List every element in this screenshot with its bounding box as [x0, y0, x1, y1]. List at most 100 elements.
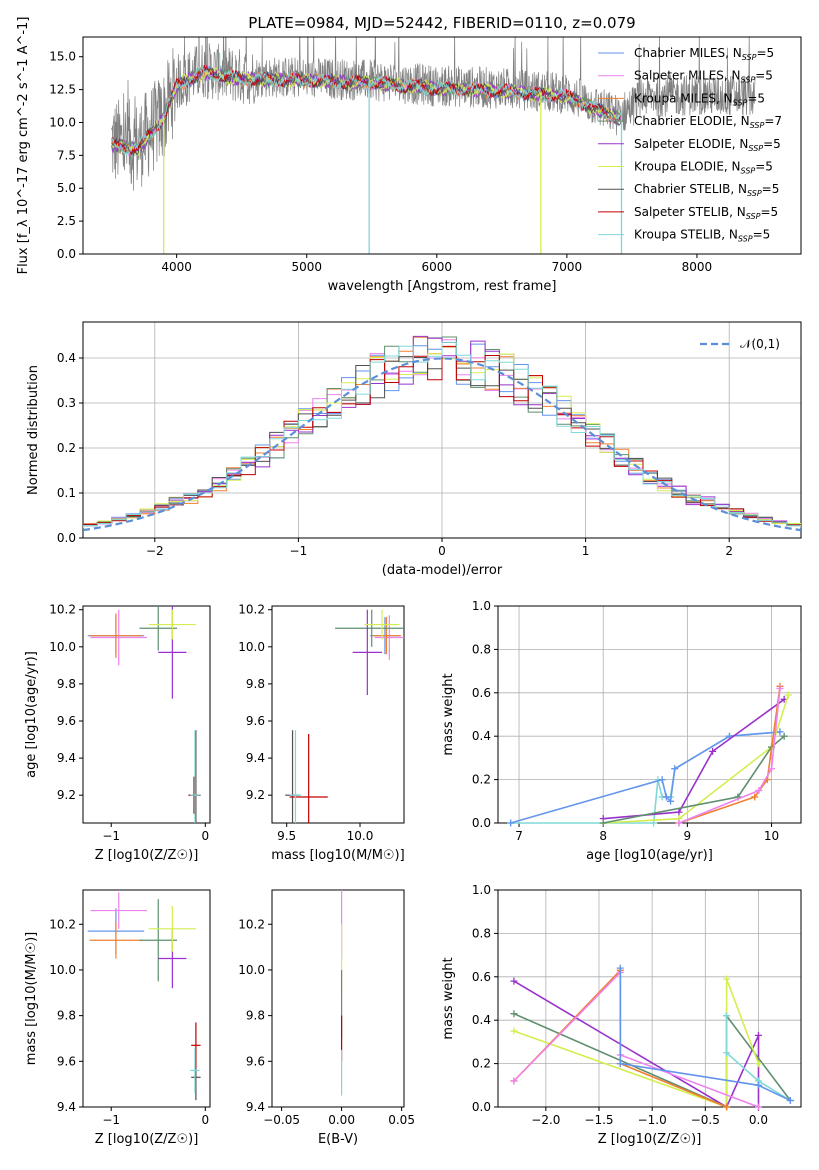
y-axis-label: mass weight [441, 673, 456, 755]
y-tick-label: 0.3 [57, 396, 76, 410]
model-spectrum-salpeter-elodie [111, 67, 622, 154]
legend-name: Chabrier MILES, N [634, 46, 742, 60]
legend-sub: SSP [748, 144, 763, 153]
weight-point-marker [754, 1031, 762, 1039]
x-axis-label: age [log10(age/yr)] [586, 848, 713, 863]
legend-entry: 𝒩(0,1) [740, 337, 780, 351]
y-tick-label: 9.4 [246, 751, 265, 765]
legend-entry: Chabrier ELODIE, NSSP=7 [634, 114, 782, 130]
y-tick-label: 9.8 [246, 1009, 265, 1023]
x-tick-label: 6000 [422, 260, 453, 274]
y-tick-label: 10.2 [238, 603, 265, 617]
x-tick-label: −1 [102, 1113, 120, 1127]
legend-sub: SSP [741, 76, 756, 85]
weight-line-salpeter-miles [678, 688, 781, 824]
weight-line-chabrier-miles [510, 731, 781, 824]
weight-point-marker [723, 1049, 731, 1057]
weight-point-marker [616, 1060, 624, 1068]
panel-age-vs-mass: 9.5 10.0 9.2 9.4 9.6 9.8 10.0 10.2 mass [log10(M… [238, 603, 404, 863]
weight-point-marker [671, 765, 679, 773]
x-tick-label: 0 [201, 1113, 209, 1127]
y-tick-label: 10.0 [238, 640, 265, 654]
legend-sub: SSP [747, 189, 762, 198]
errorbar-plot-area [87, 892, 201, 1101]
legend-entry: Salpeter ELODIE, NSSP=5 [634, 137, 781, 153]
y-tick-label: 1.0 [472, 599, 491, 613]
y-tick-label: 9.8 [57, 1009, 76, 1023]
y-tick-label: 10.0 [49, 963, 76, 977]
weight-line-salpeter-miles [513, 970, 759, 1108]
y-tick-label: 0.8 [472, 926, 491, 940]
x-tick-label: −1.5 [584, 1113, 613, 1127]
y-tick-label: 10.0 [49, 115, 76, 129]
x-tick-label: 10 [764, 829, 779, 843]
y-tick-label: 0.4 [57, 351, 76, 365]
weight-point-marker [754, 1060, 762, 1068]
y-tick-label: 9.6 [57, 714, 76, 728]
chart-title: PLATE=0984, MJD=52442, FIBERID=0110, z=0… [248, 14, 635, 32]
weight-point-marker [709, 747, 717, 755]
weight-point-marker [510, 1010, 518, 1018]
legend-entry: Kroupa ELODIE, NSSP=5 [634, 160, 773, 176]
y-axis-label: mass weight [441, 957, 456, 1039]
histogram-plot-area [83, 335, 801, 532]
x-tick-label: −2 [146, 544, 164, 558]
weight-point-marker [662, 793, 670, 801]
axes-frame [497, 889, 802, 1108]
model-spectrum-kroupa-stelib [111, 65, 622, 157]
y-axis-label: Flux [f_λ 10^-17 erg cm^-2 s^-1 A^-1] [16, 17, 31, 275]
x-tick-label: 7000 [552, 260, 583, 274]
y-tick-label: 15.0 [49, 50, 76, 64]
legend-name: Salpeter STELIB, N [634, 205, 746, 219]
x-tick-label: 9 [684, 829, 692, 843]
y-tick-label: 12.5 [49, 83, 76, 97]
legend-sub: SSP [746, 212, 761, 221]
weight-point-marker [723, 975, 731, 983]
weight-line-chabrier-miles [619, 968, 791, 1102]
y-tick-label: 10.2 [49, 603, 76, 617]
legend-entry: Chabrier MILES, NSSP=5 [634, 46, 774, 62]
weight-line-chabrier-elodie [603, 735, 785, 824]
y-tick-label: 9.2 [246, 788, 265, 802]
panel-spectrum: 4000 5000 6000 7000 8000 0.0 2.5 5.0 7.5 10.0 12.5… [16, 14, 802, 294]
legend-entry: Kroupa MILES, NSSP=5 [634, 91, 765, 107]
x-tick-label: 2 [725, 544, 733, 558]
legend-name: Kroupa MILES, N [634, 91, 733, 105]
errorbar-plot-area [87, 606, 201, 823]
x-axis-label: wavelength [Angstrom, rest frame] [328, 279, 557, 294]
x-tick-label: 4000 [161, 260, 192, 274]
y-tick-label: 2.5 [57, 214, 76, 228]
legend-name: Kroupa ELODIE, N [634, 160, 741, 174]
panel-residuals: −2 −1 0 1 2 0.0 0.1 0.2 0.3 0.4 (data-model)/error… [26, 321, 802, 578]
x-tick-label: 8 [599, 829, 607, 843]
weight-point-marker [751, 793, 759, 801]
weight-line-kroupa-stelib [510, 731, 781, 824]
weight-point-marker [510, 1077, 518, 1085]
x-tick-label: 0 [201, 829, 209, 843]
y-tick-label: 9.4 [57, 1100, 76, 1114]
y-tick-label: 9.8 [57, 677, 76, 691]
y-axis-label: mass [log10(M/M☉)] [24, 932, 39, 1065]
x-tick-label: 9.5 [277, 829, 296, 843]
weight-point-marker [616, 964, 624, 972]
weight-point-marker [507, 819, 515, 827]
y-tick-label: 9.4 [246, 1100, 265, 1114]
x-axis-label: Z [log10(Z/Z☉)] [95, 1132, 199, 1147]
weight-point-marker [599, 819, 607, 827]
y-tick-label: 10.2 [238, 917, 265, 931]
legend-sub: SSP [742, 53, 757, 62]
x-tick-label: 7 [515, 829, 523, 843]
y-tick-label: 1.0 [472, 883, 491, 897]
legend-name: Chabrier ELODIE, N [634, 114, 750, 128]
y-tick-label: 10.2 [49, 917, 76, 931]
x-tick-label: 0.00 [328, 1113, 355, 1127]
legend-suffix: =5 [762, 182, 780, 196]
legend-name: Chabrier STELIB, N [634, 182, 747, 196]
x-tick-label: 10.0 [347, 829, 374, 843]
weight-point-marker [658, 776, 666, 784]
weight-point-marker [784, 691, 792, 699]
y-axis-label: age [log10(age/yr)] [24, 651, 39, 778]
legend-entry: Chabrier STELIB, NSSP=5 [634, 182, 779, 198]
axes-frame [82, 889, 211, 1108]
